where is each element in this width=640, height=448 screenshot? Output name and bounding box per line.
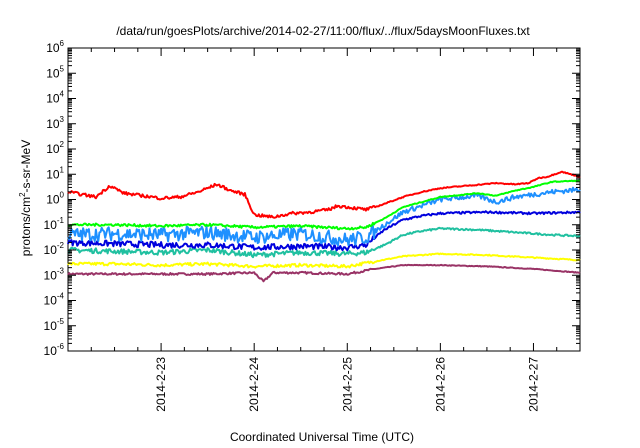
x-tick-label: 2014-2-24 [247, 357, 261, 412]
y-tick-label: 101 [46, 165, 64, 181]
series-line [67, 170, 581, 219]
y-tick-label: 10-6 [44, 342, 65, 358]
y-tick-label: 104 [46, 90, 64, 106]
y-tick-label: 10-5 [44, 317, 65, 333]
chart-title: /data/run/goesPlots/archive/2014-02-27/1… [116, 24, 530, 38]
y-tick-label: 100 [46, 191, 64, 207]
y-axis-label: protons/cm2-s-sr-MeV [18, 140, 33, 256]
y-tick-label: 106 [46, 39, 64, 55]
x-tick-label: 2014-2-23 [154, 357, 168, 412]
y-tick-label: 10-4 [44, 292, 65, 308]
series-line [67, 186, 581, 247]
y-tick-label: 10-1 [44, 216, 65, 232]
y-axis: 10-6 10-5 10-4 10-3 10-2 10-1 100 101 102 103 104 1… [44, 39, 580, 358]
y-tick-label: 102 [46, 140, 64, 156]
y-tick-label: 103 [46, 115, 64, 131]
x-axis: 2014-2-23 2014-2-24 2014-2-25 2014-2-26 2014… [67, 48, 581, 412]
plot-area [67, 47, 581, 352]
series-line [67, 179, 581, 231]
series-line [67, 226, 581, 259]
y-tick-label: 105 [46, 64, 64, 80]
series-line [67, 252, 581, 269]
plot-frame [67, 47, 581, 352]
series-layer [67, 170, 581, 283]
series-line [67, 263, 581, 283]
y-tick-label: 10-2 [44, 241, 65, 257]
x-axis-label: Coordinated Universal Time (UTC) [230, 430, 414, 444]
x-tick-label: 2014-2-26 [433, 357, 447, 412]
series-line [67, 210, 581, 252]
y-tick-label: 10-3 [44, 266, 65, 282]
x-tick-label: 2014-2-27 [526, 357, 540, 412]
x-tick-label: 2014-2-25 [340, 357, 354, 412]
